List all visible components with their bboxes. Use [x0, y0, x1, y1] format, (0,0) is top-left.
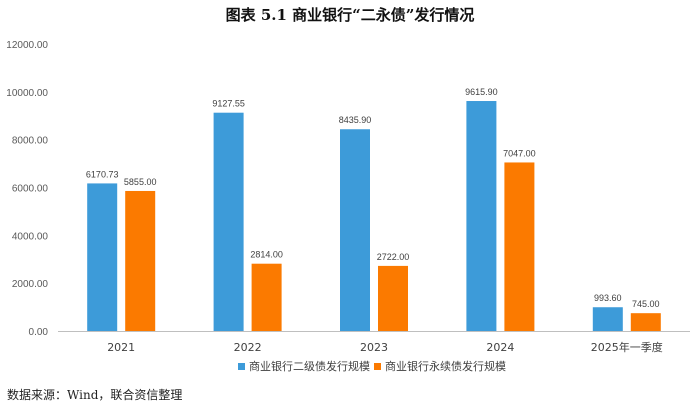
- x-tick-label: 2021: [107, 341, 135, 354]
- bar-tier2: [340, 129, 370, 331]
- y-tick-label: 4000.00: [12, 231, 49, 242]
- bar-perpetual: [125, 190, 156, 331]
- data-label: 6170.73: [86, 169, 119, 179]
- data-label: 9615.90: [465, 87, 498, 97]
- y-tick-label: 2000.00: [12, 279, 49, 290]
- source-note: 数据来源：Wind，联合资信整理: [7, 388, 183, 402]
- data-label: 2722.00: [377, 252, 410, 262]
- bar-tier2: [466, 101, 497, 332]
- bar-perpetual: [251, 263, 282, 331]
- data-label: 745.00: [632, 299, 660, 309]
- bar-tier2: [87, 183, 118, 331]
- bar-tier2: [592, 307, 623, 331]
- y-tick-label: 0.00: [29, 327, 49, 338]
- data-label: 5855.00: [124, 177, 157, 187]
- bar-perpetual: [630, 313, 661, 331]
- x-tick-label: 2022: [234, 341, 262, 354]
- data-label: 2814.00: [250, 250, 283, 260]
- legend-label: 商业银行永续债发行规模: [385, 359, 506, 373]
- x-tick-label: 2023: [360, 341, 388, 354]
- legend: 商业银行二级债发行规模 商业银行永续债发行规模: [238, 359, 506, 373]
- y-tick-label: 12000.00: [6, 40, 48, 51]
- legend-label: 商业银行二级债发行规模: [249, 359, 370, 373]
- bars: [87, 101, 661, 332]
- bar-data-labels: 6170.73 5855.00 9127.55 2814.00 8435.90 2722.…: [86, 87, 660, 309]
- legend-swatch-perpetual: [374, 363, 381, 370]
- chart-title: 图表 5.1 商业银行“二永债”发行情况: [225, 6, 475, 24]
- y-tick-label: 8000.00: [12, 136, 49, 147]
- bar-tier2: [213, 112, 244, 331]
- data-label: 9127.55: [212, 99, 245, 109]
- x-tick-label: 2024: [486, 341, 514, 354]
- bar-perpetual: [504, 162, 535, 331]
- y-tick-label: 6000.00: [12, 184, 49, 195]
- x-tick-label: 2025年一季度: [591, 340, 663, 354]
- data-label: 993.60: [594, 293, 622, 303]
- bar-perpetual: [378, 265, 408, 331]
- data-label: 7047.00: [503, 148, 536, 158]
- data-label: 8435.90: [339, 115, 372, 125]
- x-axis: 2021 2022 2023 2024 2025年一季度: [58, 331, 690, 354]
- y-tick-label: 10000.00: [6, 88, 48, 99]
- legend-swatch-tier2: [238, 363, 245, 370]
- y-axis-labels: 0.00 2000.00 4000.00 6000.00 8000.00 10000.00…: [6, 40, 48, 338]
